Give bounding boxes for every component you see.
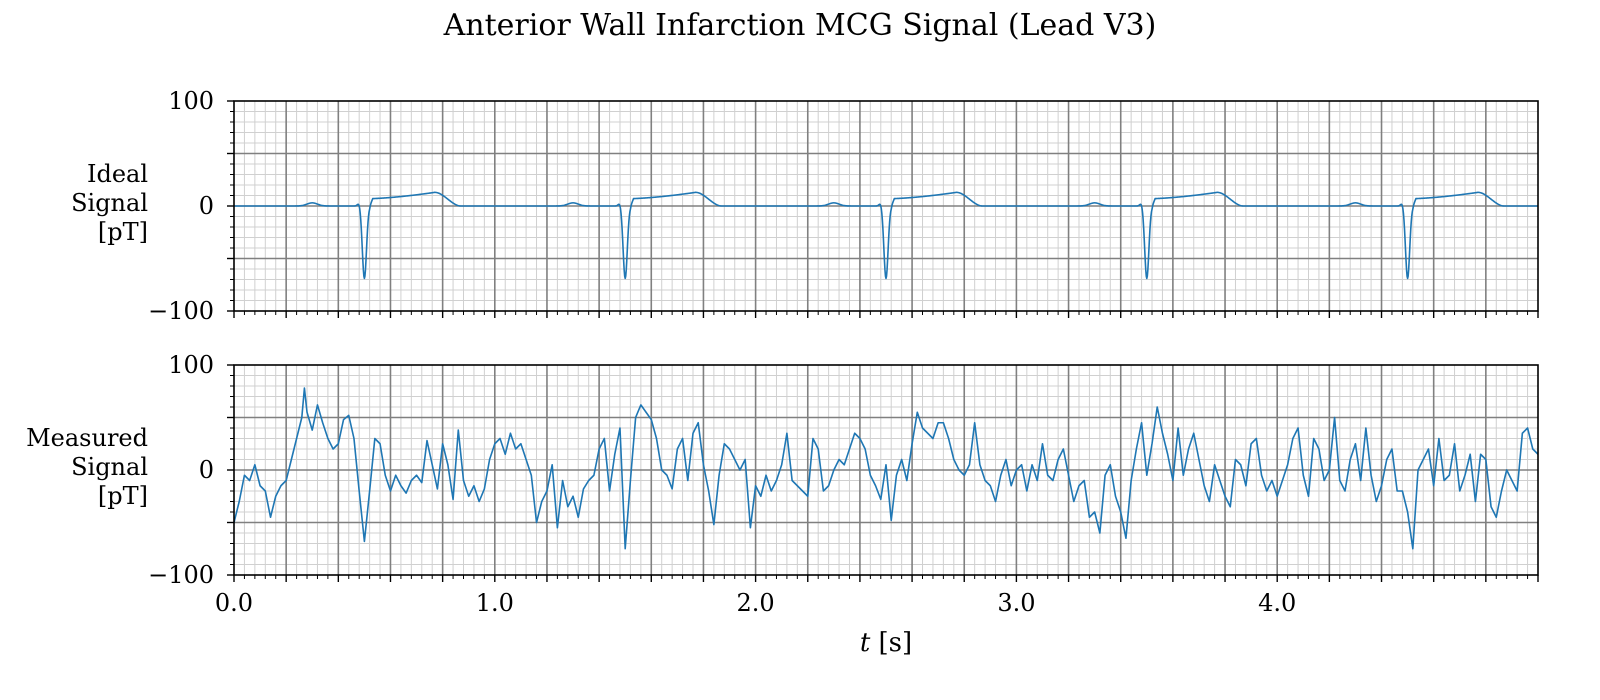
measured-xtick-label: 1.0: [476, 589, 514, 617]
figure-title: Anterior Wall Infarction MCG Signal (Lea…: [443, 8, 1157, 43]
measured-xtick-label: 3.0: [997, 589, 1035, 617]
measured-signal-line: [233, 387, 1539, 550]
ideal-ytick-label: 0: [199, 192, 214, 220]
measured-ylabel: Measured Signal [pT]: [8, 424, 148, 511]
x-axis-label-var: t: [860, 628, 871, 658]
ideal-signal-line: [233, 191, 1539, 280]
x-axis-label: t [s]: [860, 628, 912, 658]
ideal-ylabel-line-1: Ideal: [86, 160, 148, 188]
ideal-ylabel-line-3: [pT]: [97, 218, 148, 246]
ideal-ylabel: Ideal Signal [pT]: [8, 160, 148, 247]
measured-ylabel-line-2: Signal: [71, 453, 148, 481]
ideal-ylabel-line-2: Signal: [71, 189, 148, 217]
ideal-ytick-label: 100: [168, 87, 214, 115]
measured-xtick-label: 2.0: [737, 589, 775, 617]
ideal-ytick-label: −100: [148, 297, 214, 325]
measured-ytick-label: 0: [199, 456, 214, 484]
measured-ytick-label: −100: [148, 561, 214, 589]
measured-ylabel-line-3: [pT]: [97, 482, 148, 510]
measured-ytick-label: 100: [168, 351, 214, 379]
ideal-signal-panel: −100 0 100: [148, 87, 1539, 325]
measured-xtick-label: 4.0: [1258, 589, 1296, 617]
x-axis-label-unit: [s]: [870, 628, 912, 658]
measured-signal-panel: −100 0 100 0.0 1.0 2.0 3.0 4.0: [148, 351, 1539, 617]
measured-ylabel-line-1: Measured: [26, 424, 148, 452]
measured-xtick-label: 0.0: [215, 589, 253, 617]
